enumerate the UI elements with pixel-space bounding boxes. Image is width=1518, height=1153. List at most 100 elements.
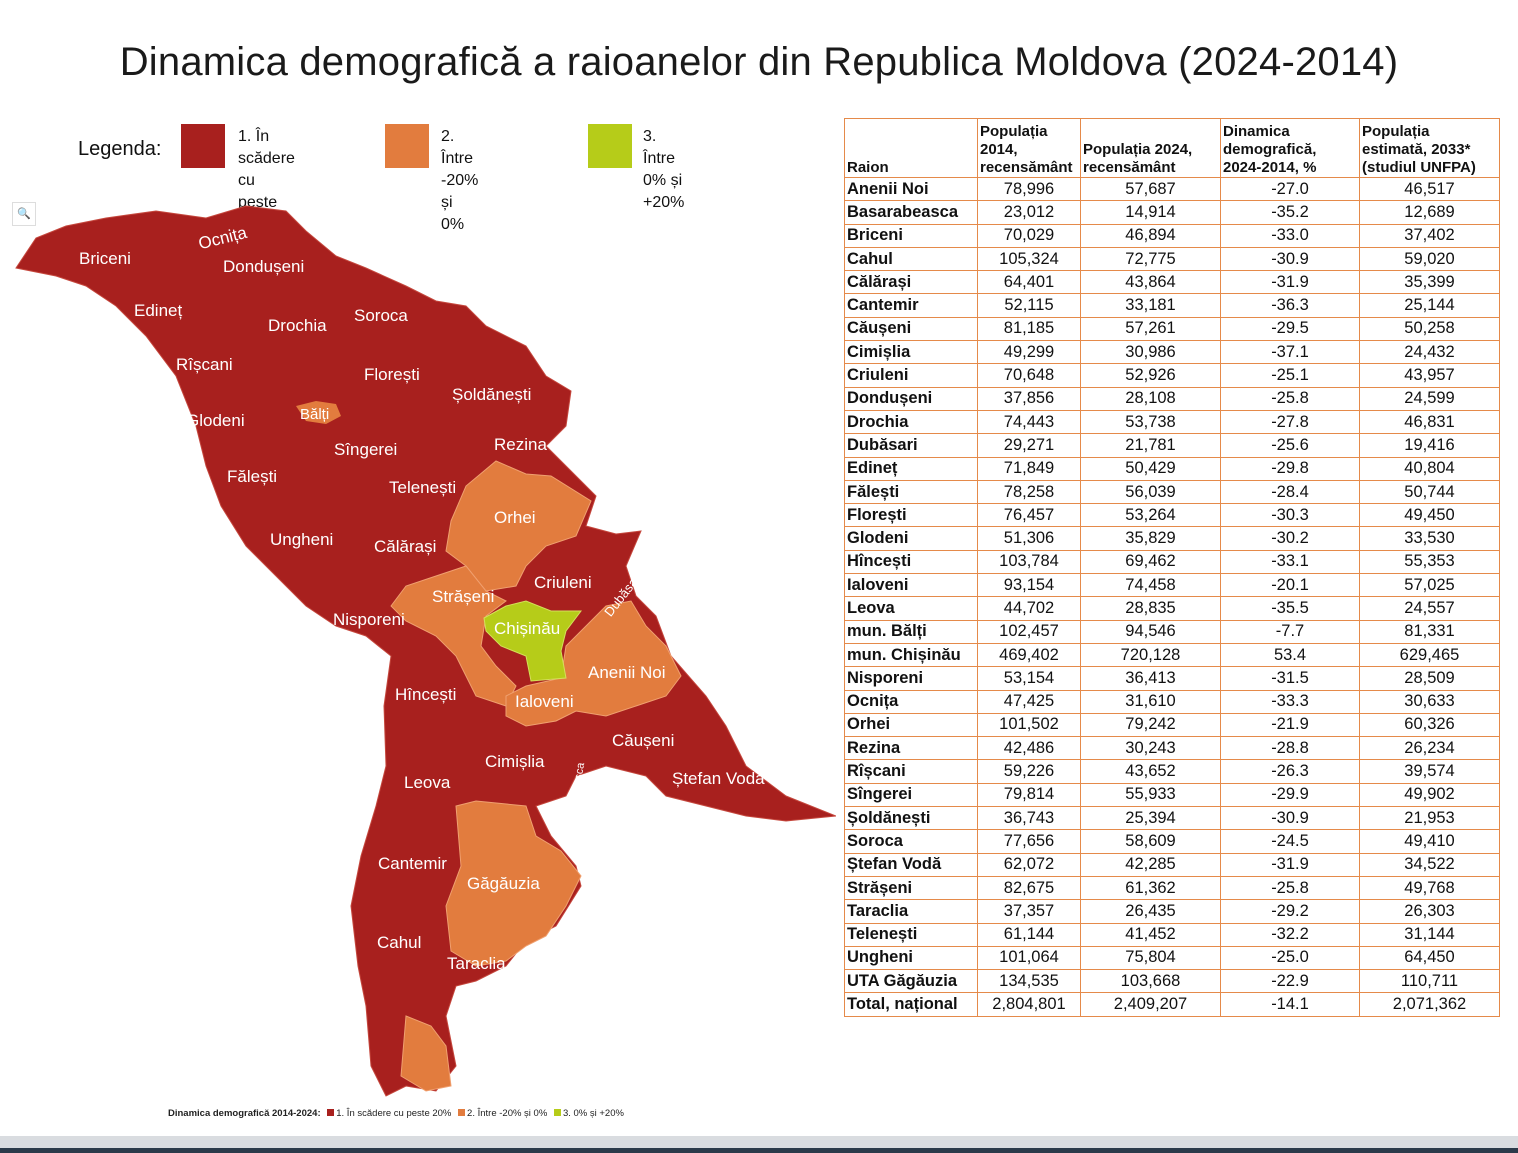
cell-pop-2024: 52,926 xyxy=(1080,363,1221,388)
cell-raion: Nisporeni xyxy=(844,666,978,691)
cell-raion: Total, național xyxy=(844,992,978,1017)
map-label-cantemir: Cantemir xyxy=(378,854,447,873)
map-label-soroca: Soroca xyxy=(354,306,408,325)
map-label-glodeni: Glodeni xyxy=(186,411,245,430)
cell-pop-2024: 50,429 xyxy=(1080,456,1221,481)
cell-estimata-2033: 30,633 xyxy=(1359,689,1500,714)
table-row: mun. Chișinău 469,402 720,128 53.4 629,465 xyxy=(844,642,1500,668)
cell-raion: Dubăsari xyxy=(844,433,978,458)
cell-raion: Cimișlia xyxy=(844,340,978,365)
map-label-cahul: Cahul xyxy=(377,933,421,952)
cell-pop-2024: 72,775 xyxy=(1080,246,1221,272)
cell-pop-2014: 52,115 xyxy=(977,293,1081,318)
cell-estimata-2033: 40,804 xyxy=(1359,456,1500,481)
magnifier-icon[interactable]: 🔍 xyxy=(12,202,36,226)
table-row: Anenii Noi 78,996 57,687 -27.0 46,517 xyxy=(844,176,1500,202)
cell-raion: Edineț xyxy=(844,456,978,481)
cell-pop-2014: 81,185 xyxy=(977,316,1081,342)
cell-pop-2024: 103,668 xyxy=(1080,969,1221,994)
table-row: Criuleni 70,648 52,926 -25.1 43,957 xyxy=(844,363,1500,388)
cell-pop-2024: 94,546 xyxy=(1080,619,1221,644)
cell-pop-2024: 28,835 xyxy=(1080,596,1221,621)
cell-estimata-2033: 34,522 xyxy=(1359,852,1500,877)
cell-estimata-2033: 110,711 xyxy=(1359,969,1500,994)
cell-estimata-2033: 629,465 xyxy=(1359,642,1500,668)
map-label-straseni: Strășeni xyxy=(432,587,494,606)
cell-pop-2014: 42,486 xyxy=(977,736,1081,761)
cell-estimata-2033: 50,258 xyxy=(1359,316,1500,342)
cell-dinamica: -33.3 xyxy=(1220,689,1360,714)
cell-pop-2024: 58,609 xyxy=(1080,829,1221,854)
table-row: Căușeni 81,185 57,261 -29.5 50,258 xyxy=(844,316,1500,342)
moldova-map: Ocnița Briceni Dondușeni Edineț Drochia … xyxy=(15,205,836,1097)
cell-pop-2024: 53,264 xyxy=(1080,503,1221,528)
legend-label: Legenda: xyxy=(78,138,162,160)
map-label-rezina: Rezina xyxy=(494,435,547,454)
table-row: Florești 76,457 53,264 -30.3 49,450 xyxy=(844,503,1500,528)
cell-raion: Criuleni xyxy=(844,363,978,388)
cell-pop-2024: 36,413 xyxy=(1080,666,1221,691)
map-region-decline-major xyxy=(15,205,836,1097)
taskbar-strip xyxy=(0,1136,1518,1153)
cell-pop-2014: 37,856 xyxy=(977,386,1081,411)
legend-swatch-decline-minor xyxy=(385,124,429,168)
cell-pop-2024: 43,864 xyxy=(1080,270,1221,295)
cell-pop-2014: 36,743 xyxy=(977,806,1081,831)
cell-raion: Leova xyxy=(844,596,978,621)
cell-estimata-2033: 24,557 xyxy=(1359,596,1500,621)
cell-estimata-2033: 37,402 xyxy=(1359,223,1500,248)
cell-pop-2024: 35,829 xyxy=(1080,526,1221,551)
map-label-causeni: Căușeni xyxy=(612,731,674,750)
header-raion: Raion xyxy=(844,118,978,178)
cell-raion: Rîșcani xyxy=(844,759,978,784)
map-label-hincesti: Hîncești xyxy=(395,685,456,704)
cell-pop-2024: 61,362 xyxy=(1080,875,1221,901)
map-label-ungheni: Ungheni xyxy=(270,530,333,549)
cell-raion: Glodeni xyxy=(844,526,978,551)
cell-raion: Cantemir xyxy=(844,293,978,318)
cell-dinamica: -28.8 xyxy=(1220,736,1360,761)
map-label-edinet: Edineț xyxy=(134,301,182,320)
cell-dinamica: -28.4 xyxy=(1220,479,1360,505)
population-table: Raion Populația 2014, recensământ Popula… xyxy=(844,118,1500,1017)
cell-pop-2014: 37,357 xyxy=(977,899,1081,924)
cell-pop-2024: 33,181 xyxy=(1080,293,1221,318)
cell-pop-2024: 55,933 xyxy=(1080,782,1221,808)
cell-dinamica: -27.0 xyxy=(1220,176,1360,202)
cell-estimata-2033: 2,071,362 xyxy=(1359,992,1500,1017)
table-row: Telenești 61,144 41,452 -32.2 31,144 xyxy=(844,922,1500,947)
header-estimata-2033: Populația estimată, 2033* (studiul UNFPA… xyxy=(1359,118,1500,178)
cell-pop-2014: 134,535 xyxy=(977,969,1081,994)
map-label-taraclia: Taraclia xyxy=(447,954,506,973)
cell-pop-2014: 93,154 xyxy=(977,573,1081,598)
cell-dinamica: -31.5 xyxy=(1220,666,1360,691)
table-row: Soroca 77,656 58,609 -24.5 49,410 xyxy=(844,829,1500,854)
cell-dinamica: -32.2 xyxy=(1220,922,1360,947)
cell-dinamica: -30.9 xyxy=(1220,806,1360,831)
cell-pop-2014: 64,401 xyxy=(977,270,1081,295)
table-row: Hîncești 103,784 69,462 -33.1 55,353 xyxy=(844,549,1500,575)
cell-raion: Basarabeasca xyxy=(844,200,978,225)
cell-pop-2024: 31,610 xyxy=(1080,689,1221,714)
header-dinamica: Dinamica demografică, 2024-2014, % xyxy=(1220,118,1360,178)
cell-raion: Călărași xyxy=(844,270,978,295)
cell-estimata-2033: 26,303 xyxy=(1359,899,1500,924)
cell-pop-2014: 71,849 xyxy=(977,456,1081,481)
cell-dinamica: -31.9 xyxy=(1220,270,1360,295)
cell-dinamica: -14.1 xyxy=(1220,992,1360,1017)
map-label-soldanesti: Șoldănești xyxy=(452,385,531,404)
cell-pop-2024: 14,914 xyxy=(1080,200,1221,225)
cell-pop-2024: 42,285 xyxy=(1080,852,1221,877)
cell-dinamica: -33.0 xyxy=(1220,223,1360,248)
cell-pop-2014: 79,814 xyxy=(977,782,1081,808)
cell-raion: mun. Bălți xyxy=(844,619,978,644)
cell-raion: Rezina xyxy=(844,736,978,761)
table-row: Taraclia 37,357 26,435 -29.2 26,303 xyxy=(844,899,1500,924)
cell-estimata-2033: 59,020 xyxy=(1359,246,1500,272)
map-label-falesti: Fălești xyxy=(227,467,277,486)
cell-dinamica: -29.2 xyxy=(1220,899,1360,924)
table-row: Rîșcani 59,226 43,652 -26.3 39,574 xyxy=(844,759,1500,784)
table-row: Leova 44,702 28,835 -35.5 24,557 xyxy=(844,596,1500,621)
cell-dinamica: -30.2 xyxy=(1220,526,1360,551)
cell-raion: Ungheni xyxy=(844,945,978,971)
